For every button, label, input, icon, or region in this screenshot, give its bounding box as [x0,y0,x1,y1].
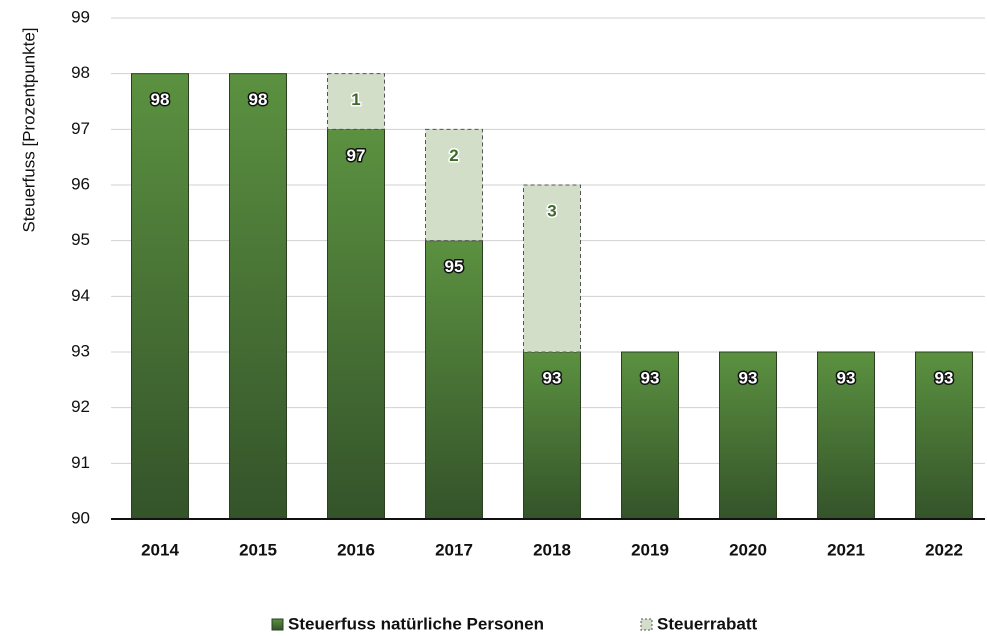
bar-segment [915,351,973,520]
y-tick-label: 94 [71,286,90,305]
data-label: 93 [837,368,856,387]
x-tick-label: 2018 [533,540,571,559]
y-tick-label: 93 [71,341,90,360]
y-tick-label: 92 [71,397,90,416]
bar-segment [425,128,483,242]
data-label: 97 [347,146,366,165]
bar-segment [327,128,385,520]
y-tick-label: 91 [71,453,90,472]
bar-segment [523,184,581,353]
y-tick-label: 95 [71,230,90,249]
x-tick-label: 2019 [631,540,669,559]
bar-segment [229,73,287,520]
x-tick-label: 2016 [337,540,375,559]
data-label: 93 [739,368,758,387]
y-axis-label: Steuerfuss [Prozentpunkte] [19,27,38,232]
x-tick-label: 2017 [435,540,473,559]
bar-segment [719,351,777,520]
bar-segment [327,73,385,130]
x-tick-label: 2020 [729,540,767,559]
data-label: 93 [641,368,660,387]
data-label: 98 [249,90,268,109]
data-label: 1 [351,90,360,109]
data-label: 95 [445,257,464,276]
legend-swatch [271,618,284,631]
y-tick-label: 96 [71,174,90,193]
x-tick-label: 2014 [141,540,179,559]
legend-label: Steuerrabatt [657,614,757,633]
x-tick-label: 2021 [827,540,865,559]
legend-swatch [640,618,653,631]
data-label: 93 [935,368,954,387]
bar-segment [425,240,483,520]
data-label: 2 [449,146,458,165]
x-tick-label: 2022 [925,540,963,559]
data-label: 3 [547,201,556,220]
data-label: 98 [151,90,170,109]
y-tick-label: 90 [71,508,90,527]
x-tick-label: 2015 [239,540,277,559]
legend-label: Steuerfuss natürliche Personen [288,614,544,633]
y-tick-label: 99 [71,7,90,26]
bar-segment [131,73,189,520]
data-label: 93 [543,368,562,387]
bar-segment [817,351,875,520]
y-tick-label: 98 [71,63,90,82]
y-tick-label: 97 [71,119,90,138]
